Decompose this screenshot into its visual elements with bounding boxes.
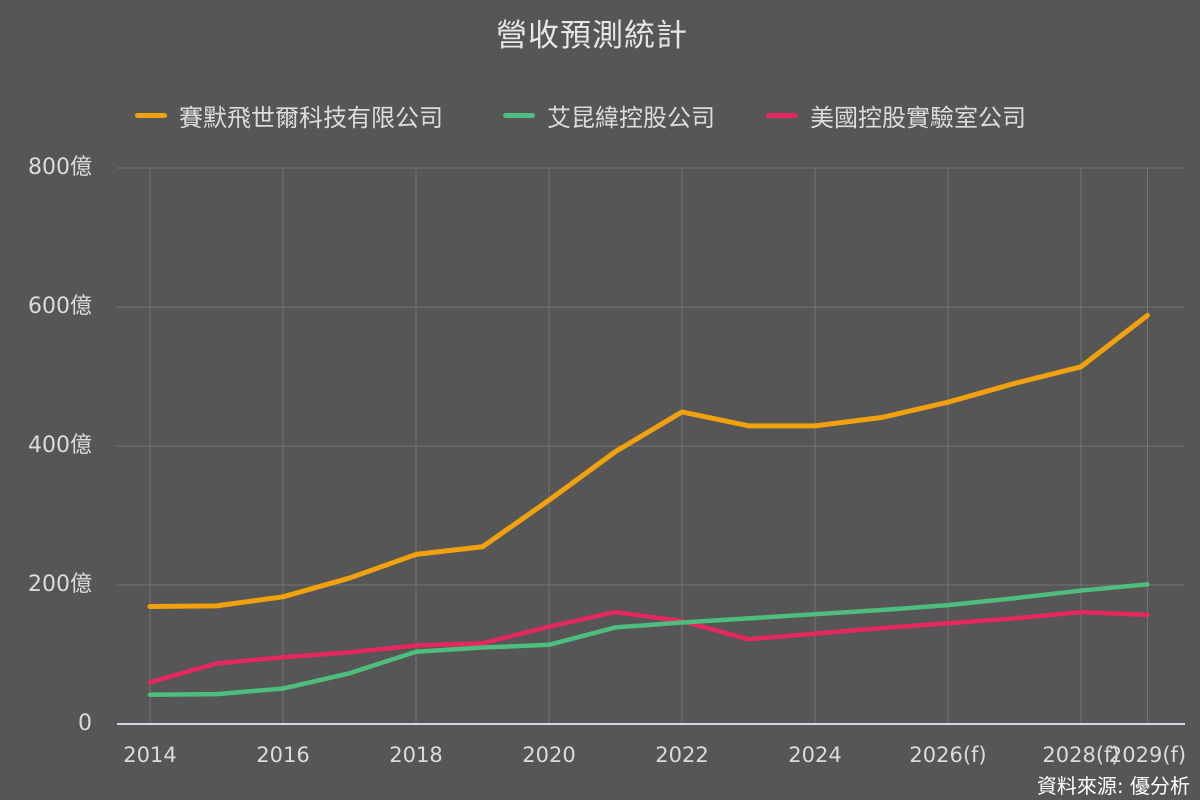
data-source-note: 資料來源: 優分析 [1036, 774, 1190, 798]
x-axis-tick-label: 2018 [389, 743, 443, 767]
x-axis-tick-label: 2026(f) [909, 743, 987, 767]
x-axis-tick-label: 2024 [788, 743, 842, 767]
x-axis-tick-label: 2022 [655, 743, 709, 767]
x-axis-tick-label: 2014 [123, 743, 177, 767]
legend-item-labcorp: 美國控股實驗室公司 [766, 100, 1026, 132]
y-axis-tick-label: 200億 [28, 572, 92, 597]
y-axis-tick-label: 800億 [28, 155, 92, 180]
legend-item-thermo: 賽默飛世爾科技有限公司 [135, 100, 443, 132]
chart-title: 營收預測統計 [496, 18, 688, 54]
legend-line-swatch-orange [135, 112, 167, 118]
legend-line-swatch-green [503, 112, 535, 118]
x-axis-tick-label: 2020 [522, 743, 576, 767]
y-axis-tick-label: 600億 [28, 294, 92, 319]
x-axis-tick-label: 2029(f) [1108, 743, 1187, 767]
series-line-1 [147, 582, 1150, 698]
legend-label: 美國控股實驗室公司 [810, 103, 1026, 132]
legend-label: 賽默飛世爾科技有限公司 [179, 103, 443, 132]
series-line-0 [147, 312, 1150, 610]
chart-legend: 賽默飛世爾科技有限公司 艾昆緯控股公司 美國控股實驗室公司 [0, 100, 1200, 132]
y-axis-tick-label: 400億 [28, 433, 92, 458]
x-axis-tick-label: 2016 [256, 743, 310, 767]
legend-line-swatch-pink [766, 112, 798, 118]
x-axis-tick-label: 2028(f) [1042, 743, 1120, 767]
legend-item-iqvia: 艾昆緯控股公司 [503, 100, 715, 132]
series-line-2 [147, 609, 1150, 685]
y-axis-tick-label: 0 [78, 711, 92, 736]
legend-label: 艾昆緯控股公司 [547, 103, 715, 132]
